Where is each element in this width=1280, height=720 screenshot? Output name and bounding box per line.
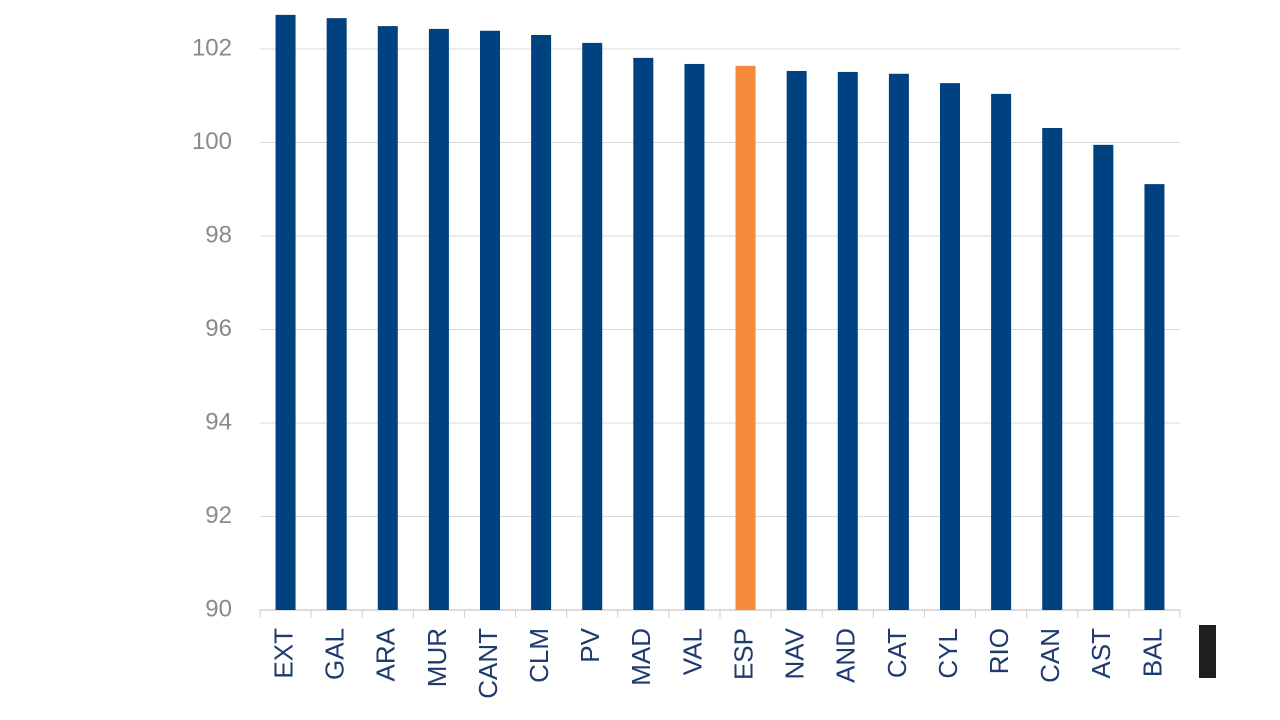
x-tick-label: EXT: [268, 628, 298, 679]
bar: [1042, 128, 1063, 610]
x-tick-label: VAL: [677, 628, 707, 675]
y-tick-label: 90: [205, 595, 232, 622]
x-tick-label: GAL: [320, 628, 350, 680]
x-tick-label: AST: [1086, 628, 1116, 679]
bar: [480, 30, 500, 610]
x-tick-label: CAT: [882, 628, 912, 678]
y-tick-label: 96: [205, 315, 232, 342]
bar: [428, 28, 449, 610]
x-tick-label: CYL: [933, 628, 963, 679]
x-tick-label: CAN: [1035, 628, 1065, 683]
x-tick-label: MUR: [422, 628, 452, 687]
y-tick-label: 102: [192, 34, 232, 61]
x-tick-label: CANT: [473, 628, 503, 699]
decoration-block: [1199, 625, 1216, 678]
bar: [633, 57, 654, 610]
bar: [1144, 184, 1165, 611]
x-tick-label: RIO: [984, 628, 1014, 674]
x-tick-label: PV: [575, 627, 605, 662]
bar: [786, 70, 807, 610]
bar: [531, 34, 552, 611]
y-tick-label: 92: [205, 502, 232, 529]
x-tick-label: MAD: [626, 628, 656, 686]
x-tick-label: CLM: [524, 628, 554, 683]
bar: [888, 73, 909, 611]
bar: [1093, 144, 1114, 610]
bar: [837, 71, 858, 611]
bar: [275, 14, 296, 611]
x-tick-label: AND: [831, 628, 861, 683]
x-tick-label: BAL: [1137, 628, 1167, 677]
x-tick-label: ESP: [728, 628, 758, 680]
y-tick-label: 98: [205, 221, 232, 248]
bar: [582, 42, 603, 611]
y-tick-label: 94: [205, 408, 232, 435]
bar: [684, 63, 705, 610]
bar: [735, 65, 756, 610]
bar: [326, 18, 347, 610]
x-tick-label: NAV: [780, 627, 810, 679]
x-tick-label: ARA: [371, 627, 401, 681]
y-tick-label: 100: [192, 128, 232, 155]
bar: [377, 26, 398, 610]
bar: [940, 83, 960, 610]
bar: [991, 93, 1012, 610]
